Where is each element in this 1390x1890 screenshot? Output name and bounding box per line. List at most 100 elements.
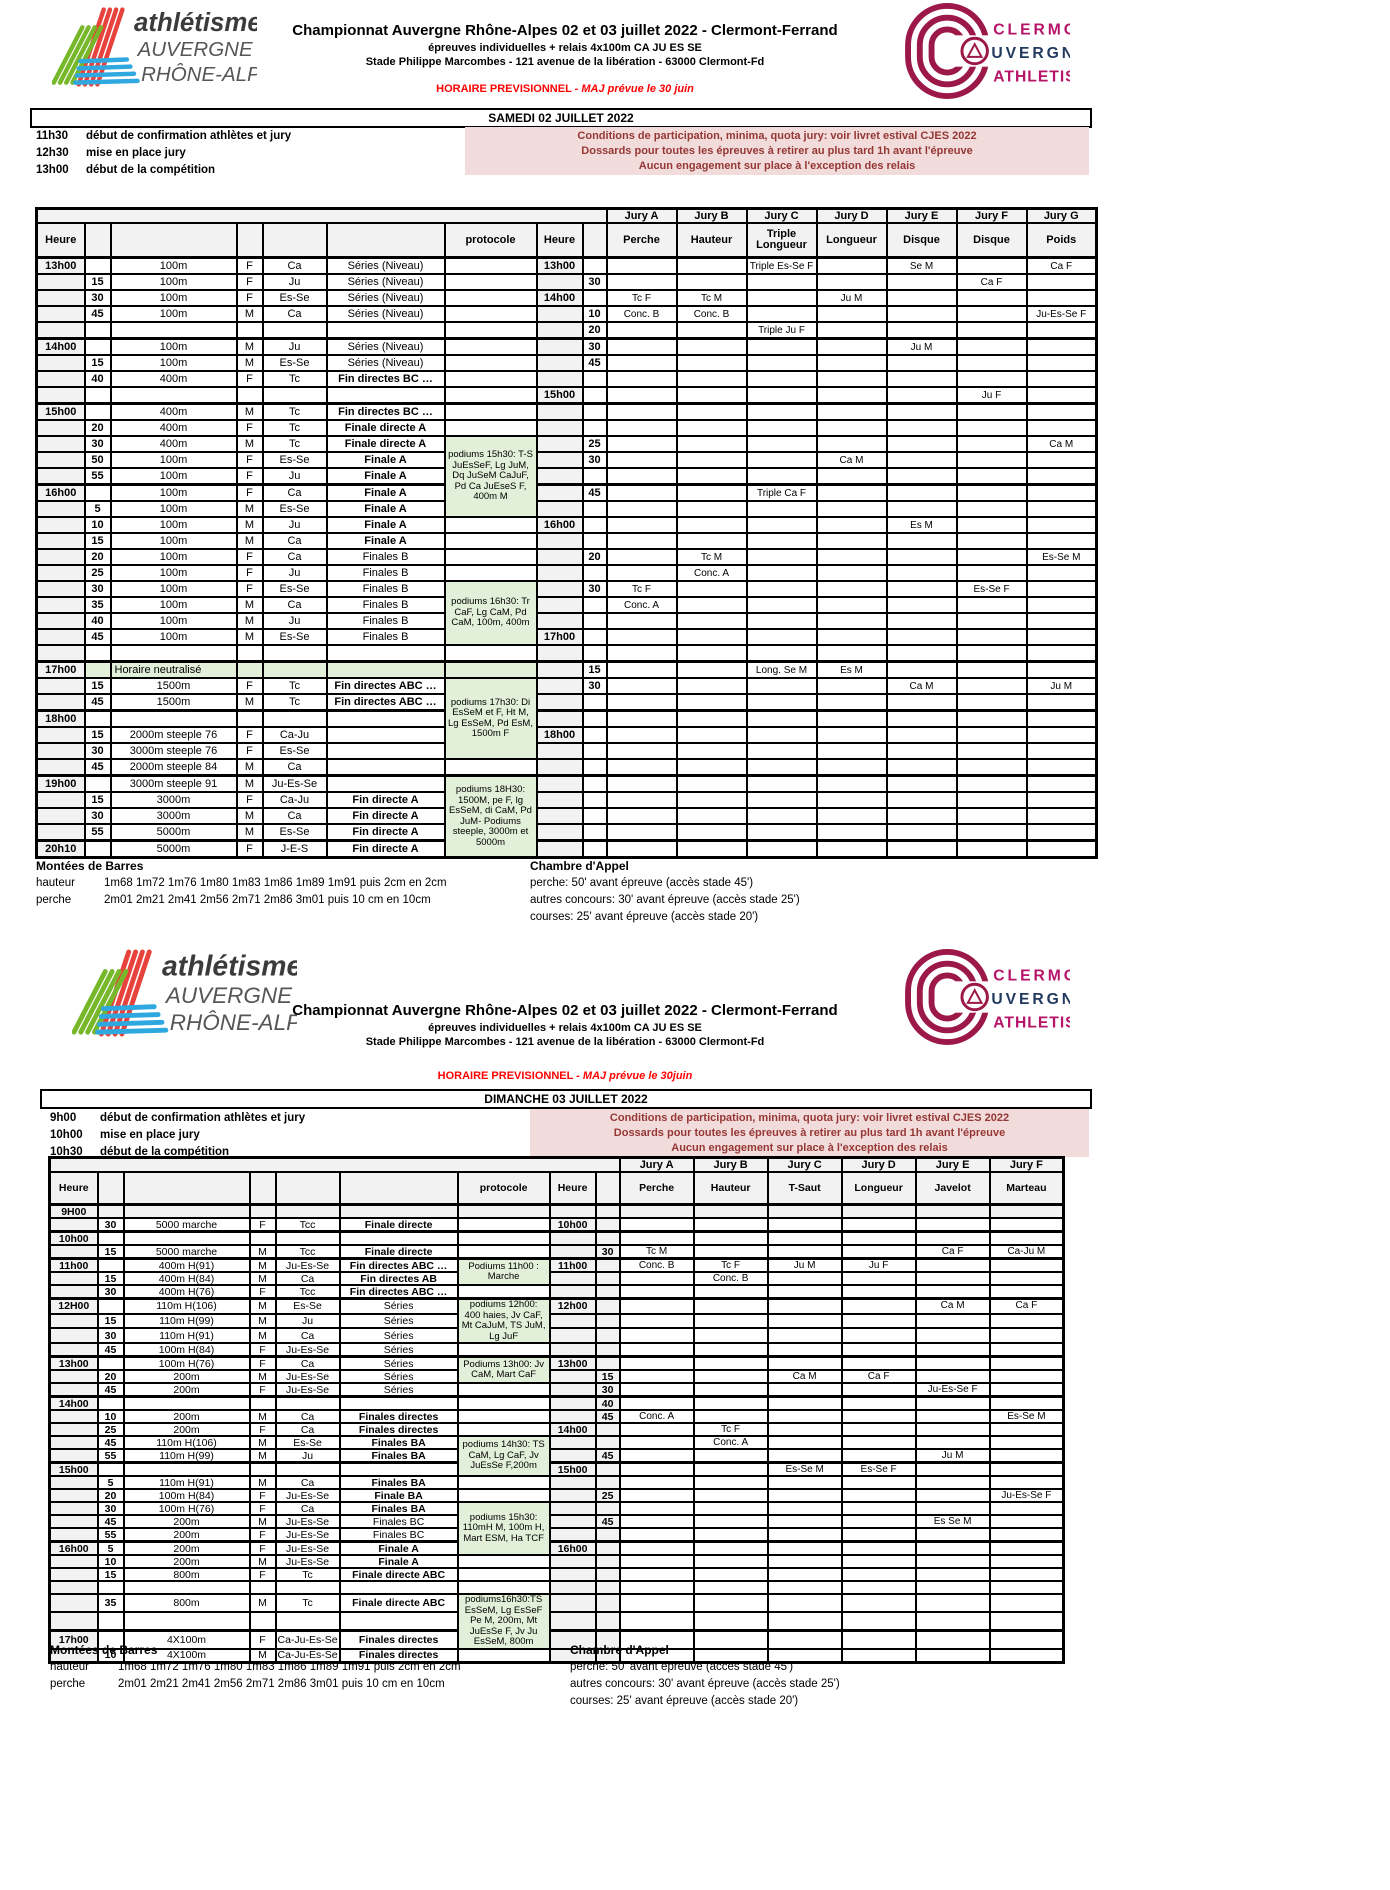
schedule-row: 20 100m F Ca Finales B 20 Tc M Es-Se M xyxy=(35,548,1098,566)
cell-round: Finales B xyxy=(325,564,446,582)
cell-jury-a xyxy=(605,419,678,437)
cell-jury-c xyxy=(745,709,818,728)
cell-minute: 30 xyxy=(83,435,112,453)
cell-sex: M xyxy=(235,628,264,646)
cell-heure-2 xyxy=(548,1312,597,1330)
cell-jury-f xyxy=(988,1593,1065,1613)
cell-jury-g xyxy=(1025,807,1098,825)
cell-minute-2 xyxy=(581,467,608,486)
cell-jury-d xyxy=(815,823,888,842)
cell-jury-e: Ca M xyxy=(885,677,958,695)
cell-minute-2 xyxy=(594,1475,621,1490)
cell-sex: F xyxy=(235,726,264,744)
cell-event: 100m H(84) xyxy=(122,1342,251,1358)
cell-jury-d xyxy=(840,1514,917,1529)
schedule-row: 55 200m F Ju-Es-Se Finales BC xyxy=(48,1527,1065,1543)
call-room-line: autres concours: 30' avant épreuve (accè… xyxy=(530,894,800,906)
cell-jury-b xyxy=(675,337,748,356)
cell-minute: 10 xyxy=(96,1409,125,1424)
cell-minute-2 xyxy=(581,256,608,275)
cell-event: 800m xyxy=(122,1567,251,1582)
note-time: 10h00 xyxy=(50,1129,83,1141)
cell-jury-c xyxy=(766,1271,843,1286)
cell-heure xyxy=(35,273,86,291)
cell-category xyxy=(261,321,328,340)
bars-label: hauteur xyxy=(50,1661,90,1673)
cell-event: 400m H(84) xyxy=(122,1271,251,1286)
cell-protocole xyxy=(443,548,538,566)
protocole-note: podiums 14h30: TS CaM, Lg CaF, Jv JuEsSe… xyxy=(456,1435,551,1477)
jury-label: Jury A xyxy=(605,207,678,224)
cell-jury-c xyxy=(745,839,818,859)
cell-minute-2 xyxy=(581,726,608,744)
schedule-row: 10 100m M Ju Finale A 16h00 Es M xyxy=(35,516,1098,534)
cell-jury-f xyxy=(988,1435,1065,1450)
cell-jury-c xyxy=(745,451,818,469)
schedule-row: 11h00 400m H(91) M Ju-Es-Se Fin directes ABC… xyxy=(48,1257,1065,1286)
cell-minute xyxy=(83,774,112,793)
cell-heure xyxy=(48,1422,99,1437)
cell-minute: 15 xyxy=(96,1244,125,1260)
blank-header xyxy=(96,1171,125,1206)
saturday-call-room-notes: Chambre d'Appel perche: 50' avant épreuv… xyxy=(530,858,800,926)
jury-label: Jury D xyxy=(815,207,888,224)
cell-jury-d xyxy=(840,1409,917,1424)
cell-round: Finale directe ABC xyxy=(338,1567,459,1582)
cell-sex: F xyxy=(235,742,264,760)
cell-heure-2 xyxy=(535,483,584,502)
cell-jury-e xyxy=(885,791,958,809)
cell-sex: M xyxy=(235,532,264,550)
blank-header xyxy=(235,222,264,259)
cell-heure-2: 16h00 xyxy=(548,1540,597,1556)
cell-sex: F xyxy=(235,289,264,307)
cell-event: 3000m steeple 76 xyxy=(109,742,238,760)
cell-jury-b xyxy=(675,500,748,518)
cell-minute-2 xyxy=(594,1296,621,1315)
cell-minute: 15 xyxy=(83,273,112,291)
cell-jury-d xyxy=(815,370,888,388)
jury-label: Jury F xyxy=(955,207,1028,224)
cell-event: 100m xyxy=(109,500,238,518)
bars-row: hauteur 1m68 1m72 1m76 1m80 1m83 1m86 1m8… xyxy=(36,875,447,892)
call-room-line: autres concours: 30' avant épreuve (accè… xyxy=(570,1678,840,1690)
cell-round: Fin directes BC … xyxy=(325,402,446,421)
cell-sex: M xyxy=(248,1593,277,1613)
cell-jury-d xyxy=(815,483,888,502)
blank-header xyxy=(109,222,238,259)
cell-jury-c xyxy=(745,807,818,825)
cell-jury-e xyxy=(885,726,958,744)
cell-jury-g xyxy=(1025,644,1098,663)
schedule-row: 14h00 40 xyxy=(48,1395,1065,1411)
cell-heure xyxy=(35,596,86,614)
cell-jury-b xyxy=(675,644,748,663)
jury-label: Jury A xyxy=(618,1156,695,1173)
cell-jury-e xyxy=(885,644,958,663)
cell-jury-c xyxy=(745,354,818,372)
cell-jury-b xyxy=(675,451,748,469)
page-title: Championnat Auvergne Rhône-Alpes 02 et 0… xyxy=(292,1002,838,1019)
cell-category: Ju-Es-Se xyxy=(274,1527,341,1543)
cell-minute-2 xyxy=(581,774,608,793)
cell-jury-a xyxy=(618,1593,695,1613)
protocole-note: podiums 18H30: 1500M, pe F, lg EsSeM, di… xyxy=(443,774,538,859)
cell-protocole xyxy=(456,1422,551,1437)
cell-minute-2 xyxy=(594,1628,621,1650)
schedule-row: 25 200m F Ca Finales directes 14h00 Tc F xyxy=(48,1422,1065,1437)
cell-category: Tcc xyxy=(274,1217,341,1233)
cell-jury-f xyxy=(988,1355,1065,1371)
cell-jury-e xyxy=(885,839,958,859)
schedule-row: 5 110m H(91) M Ca Finales BA xyxy=(48,1475,1065,1490)
cell-event: 110m H(91) xyxy=(122,1327,251,1344)
cell-jury-d xyxy=(840,1628,917,1650)
cell-jury-b xyxy=(692,1461,769,1477)
cell-round: Fin directes ABC … xyxy=(338,1284,459,1300)
cell-jury-d xyxy=(840,1540,917,1556)
cell-jury-e xyxy=(914,1567,991,1582)
cell-minute-2 xyxy=(594,1461,621,1477)
cell-jury-a xyxy=(618,1501,695,1516)
cell-heure-2: 18h00 xyxy=(535,726,584,744)
cell-jury-g xyxy=(1025,774,1098,793)
cell-heure xyxy=(35,644,86,663)
cell-event: 5000 marche xyxy=(122,1217,251,1233)
bars-values: 2m01 2m21 2m41 2m56 2m71 2m86 3m01 puis … xyxy=(104,894,431,906)
